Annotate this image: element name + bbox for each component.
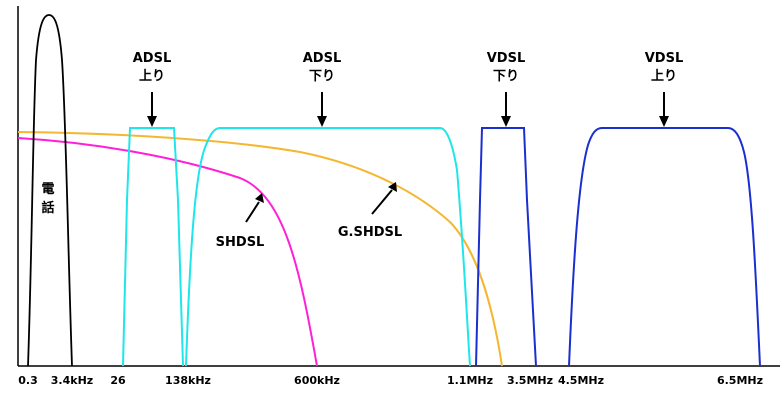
label-adsl-downstream-2: 下り [309, 69, 335, 84]
tick-label: 600kHz [294, 374, 340, 387]
tick-label: 6.5MHz [717, 374, 763, 387]
label-vdsl-downstream-2: 下り [493, 69, 519, 84]
label-phone-1: 電 [41, 182, 54, 197]
tick-label: 0.3 [18, 374, 38, 387]
tick-label: 3.4kHz [51, 374, 93, 387]
vdsl-upstream-band [568, 127, 761, 367]
label-adsl-downstream-1: ADSL [303, 51, 342, 66]
tick-label: 138kHz [165, 374, 211, 387]
arrow-vdsl-downstream [501, 92, 511, 127]
label-vdsl-downstream-1: VDSL [487, 51, 526, 66]
label-adsl-upstream-2: 上り [139, 69, 165, 84]
vdsl-downstream-band [475, 127, 537, 367]
tick-label: 26 [110, 374, 126, 387]
label-adsl-upstream-1: ADSL [133, 51, 172, 66]
tick-label: 3.5MHz [507, 374, 553, 387]
arrow-adsl-downstream [317, 92, 327, 127]
arrow-vdsl-upstream [659, 92, 669, 127]
label-vdsl-upstream-2: 上り [651, 69, 677, 84]
label-vdsl-upstream-1: VDSL [645, 51, 684, 66]
label-phone-2: 話 [41, 200, 54, 216]
shdsl-curve [17, 137, 318, 367]
tick-label: 1.1MHz [447, 374, 493, 387]
tick-label: 4.5MHz [558, 374, 604, 387]
adsl-upstream-band [122, 127, 184, 367]
arrow-adsl-upstream [147, 92, 157, 127]
label-gshdsl: G.SHDSL [338, 225, 402, 240]
adsl-downstream-band [185, 127, 471, 367]
arrow-shdsl [245, 193, 264, 223]
label-shdsl: SHDSL [216, 235, 265, 250]
phone-band [27, 14, 73, 367]
arrow-gshdsl [371, 182, 397, 215]
